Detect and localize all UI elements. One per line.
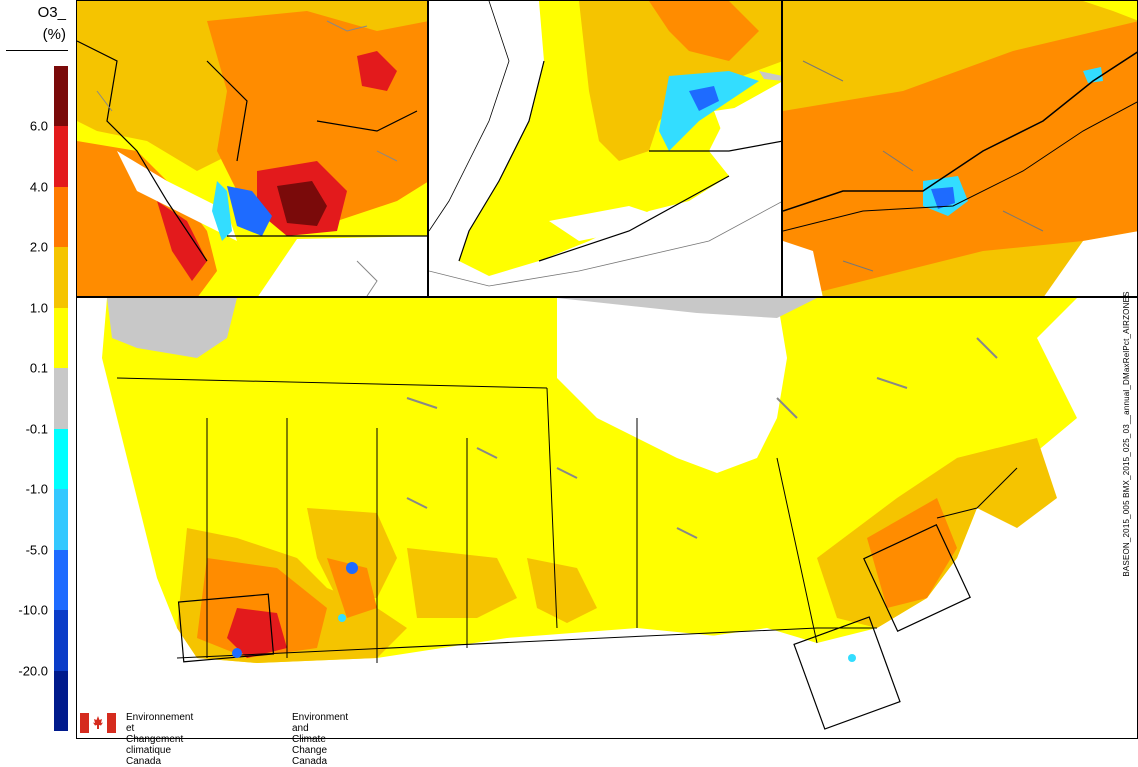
legend-swatch (54, 66, 68, 127)
legend-tick-label: -20.0 (18, 663, 48, 679)
inset-quebec-map (783, 1, 1137, 296)
legend-tick-label: -5.0 (25, 542, 48, 558)
canada-ozone-map (77, 298, 1137, 738)
legend-swatch (54, 428, 68, 490)
legend-unit: (%) (42, 26, 66, 43)
color-legend: O3_ (%) 6.0 4.0 2.0 1.0 0.1 -0.1 -1.0 -5.0 -10.0… (0, 0, 76, 739)
legend-tick-label: 1.0 (29, 300, 48, 316)
inset-quebec-corridor (782, 0, 1138, 297)
legend-swatch (54, 549, 68, 611)
file-label: BASEON_2015_005 BMX_2015_025_03__annual_… (1122, 291, 1131, 577)
legend-swatch (54, 186, 68, 248)
inset-ontario-map (429, 1, 781, 296)
legend-swatch (54, 247, 68, 309)
legend-title: O3_ (37, 4, 66, 21)
legend-tick-label: 0.1 (29, 360, 48, 376)
legend-divider (6, 50, 68, 51)
legend-tick-label: -10.0 (18, 602, 48, 618)
legend-swatch (54, 670, 68, 732)
legend-swatch (54, 307, 68, 369)
canada-flag-icon (80, 713, 116, 733)
legend-tick-label: -1.0 (25, 481, 48, 497)
legend-tick-label: 4.0 (29, 179, 48, 195)
legend-tick-label: 6.0 (29, 118, 48, 134)
legend-tick-label: 2.0 (29, 239, 48, 255)
agency-name-english: Environment and Climate Change Canada (292, 712, 349, 767)
legend-swatch (54, 489, 68, 551)
inset-southern-ontario (428, 0, 782, 297)
main-canada-map (76, 297, 1138, 739)
legend-swatch (54, 126, 68, 188)
legend-tick-label: -0.1 (25, 421, 48, 437)
color-bar (54, 66, 68, 732)
agency-name-french: Environnement et Changement climatique C… (126, 712, 194, 767)
legend-swatch (54, 610, 68, 672)
legend-swatch (54, 368, 68, 430)
inset-bc-lower-mainland (76, 0, 428, 297)
inset-bc-map (77, 1, 427, 296)
